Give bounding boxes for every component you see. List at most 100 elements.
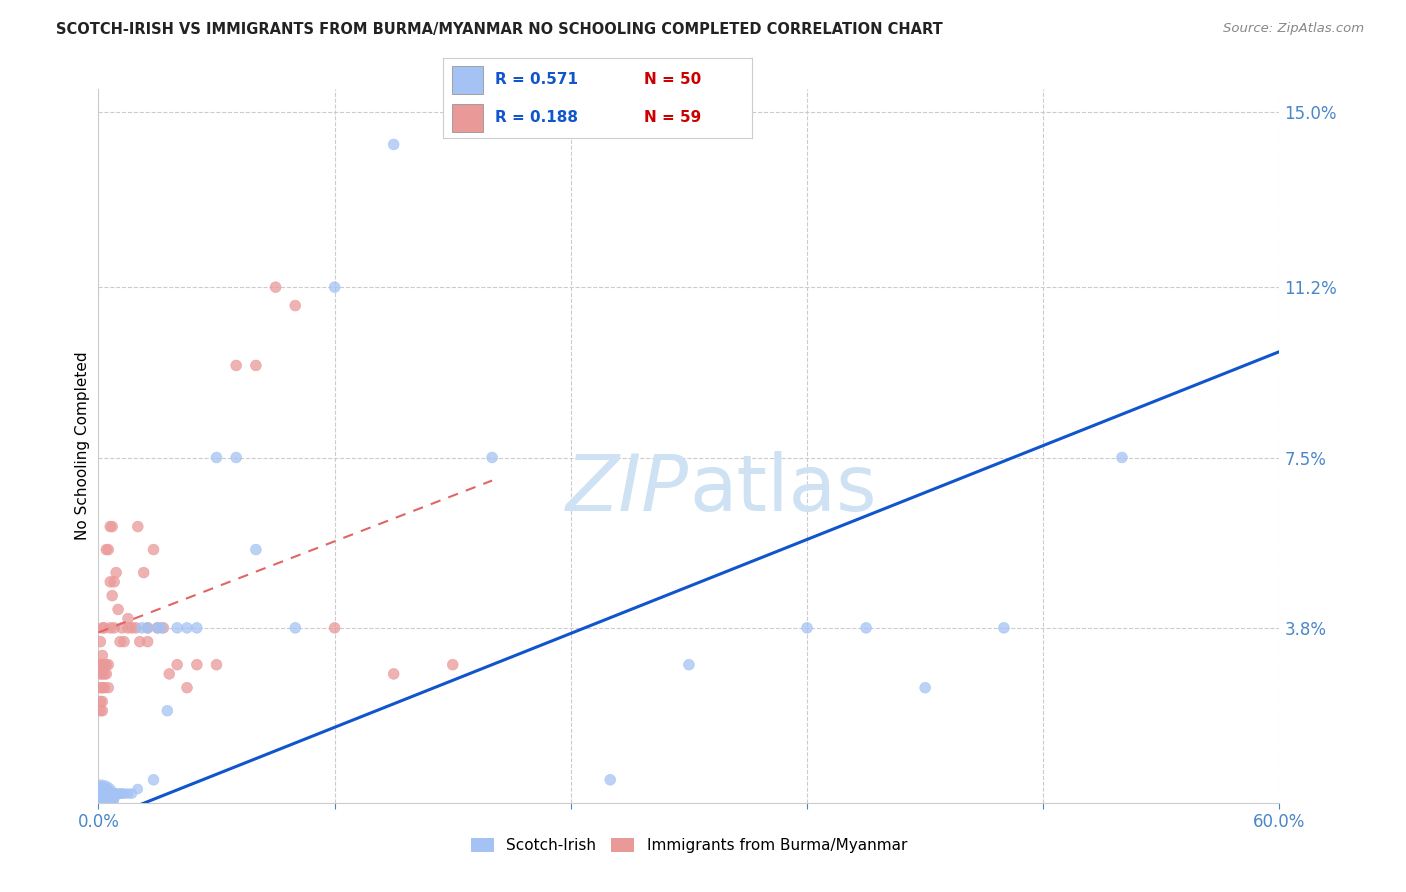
Point	[245, 359, 267, 373]
Point	[91, 648, 114, 663]
Point	[91, 791, 114, 805]
Point	[91, 787, 114, 801]
Point	[152, 621, 174, 635]
Point	[127, 519, 149, 533]
Point	[136, 634, 159, 648]
Point	[186, 657, 208, 672]
Point	[176, 621, 198, 635]
Point	[156, 704, 179, 718]
Point	[117, 621, 139, 635]
FancyBboxPatch shape	[453, 103, 484, 132]
Text: atlas: atlas	[689, 450, 876, 527]
Point	[205, 657, 228, 672]
Point	[98, 621, 121, 635]
Point	[97, 681, 120, 695]
Point	[89, 791, 111, 805]
Point	[89, 681, 111, 695]
Point	[91, 694, 114, 708]
Point	[142, 542, 165, 557]
Point	[166, 657, 188, 672]
Point	[382, 666, 405, 681]
Point	[117, 787, 139, 801]
Legend: Scotch-Irish, Immigrants from Burma/Myanmar: Scotch-Irish, Immigrants from Burma/Myan…	[465, 832, 912, 859]
Point	[91, 621, 114, 635]
Point	[1111, 450, 1133, 465]
Point	[91, 657, 114, 672]
Point	[96, 787, 118, 801]
Point	[107, 602, 129, 616]
Point	[93, 791, 115, 805]
Point	[93, 787, 115, 801]
Point	[146, 621, 169, 635]
Point	[132, 566, 155, 580]
Point	[89, 791, 111, 805]
Point	[93, 666, 115, 681]
Point	[105, 566, 128, 580]
Point	[101, 787, 124, 801]
Point	[245, 542, 267, 557]
Point	[855, 621, 877, 635]
Text: N = 50: N = 50	[644, 72, 702, 87]
Point	[225, 359, 247, 373]
Text: SCOTCH-IRISH VS IMMIGRANTS FROM BURMA/MYANMAR NO SCHOOLING COMPLETED CORRELATION: SCOTCH-IRISH VS IMMIGRANTS FROM BURMA/MY…	[56, 22, 943, 37]
Point	[125, 621, 148, 635]
Point	[323, 621, 346, 635]
Point	[205, 450, 228, 465]
Point	[93, 657, 115, 672]
Point	[111, 621, 134, 635]
Point	[136, 621, 159, 635]
Point	[103, 621, 125, 635]
Point	[91, 704, 114, 718]
Point	[89, 704, 111, 718]
Point	[107, 787, 129, 801]
Point	[441, 657, 464, 672]
Text: N = 59: N = 59	[644, 110, 702, 125]
Point	[796, 621, 818, 635]
Point	[176, 681, 198, 695]
Point	[101, 519, 124, 533]
Point	[89, 634, 111, 648]
Point	[142, 772, 165, 787]
Y-axis label: No Schooling Completed: No Schooling Completed	[75, 351, 90, 541]
Point	[914, 681, 936, 695]
Point	[993, 621, 1015, 635]
Text: ZIP: ZIP	[567, 450, 689, 527]
Point	[98, 787, 121, 801]
Point	[98, 791, 121, 805]
Point	[157, 666, 180, 681]
Point	[91, 666, 114, 681]
Point	[382, 137, 405, 152]
Point	[225, 450, 247, 465]
Point	[150, 621, 173, 635]
Point	[101, 791, 124, 805]
Point	[89, 694, 111, 708]
Point	[131, 621, 153, 635]
Point	[111, 787, 134, 801]
Point	[323, 280, 346, 294]
Point	[108, 787, 131, 801]
Point	[117, 612, 139, 626]
FancyBboxPatch shape	[453, 66, 484, 95]
Point	[108, 634, 131, 648]
Point	[166, 621, 188, 635]
Point	[89, 657, 111, 672]
Point	[284, 621, 307, 635]
Point	[112, 787, 135, 801]
Point	[89, 666, 111, 681]
Point	[105, 787, 128, 801]
Point	[112, 634, 135, 648]
Point	[678, 657, 700, 672]
Text: R = 0.188: R = 0.188	[495, 110, 578, 125]
Point	[284, 299, 307, 313]
Point	[128, 634, 150, 648]
Point	[97, 542, 120, 557]
Point	[97, 791, 120, 805]
Point	[98, 574, 121, 589]
Point	[98, 519, 121, 533]
Point	[96, 787, 118, 801]
Point	[136, 621, 159, 635]
Point	[93, 681, 115, 695]
Point	[97, 657, 120, 672]
Point	[127, 782, 149, 797]
Point	[481, 450, 503, 465]
